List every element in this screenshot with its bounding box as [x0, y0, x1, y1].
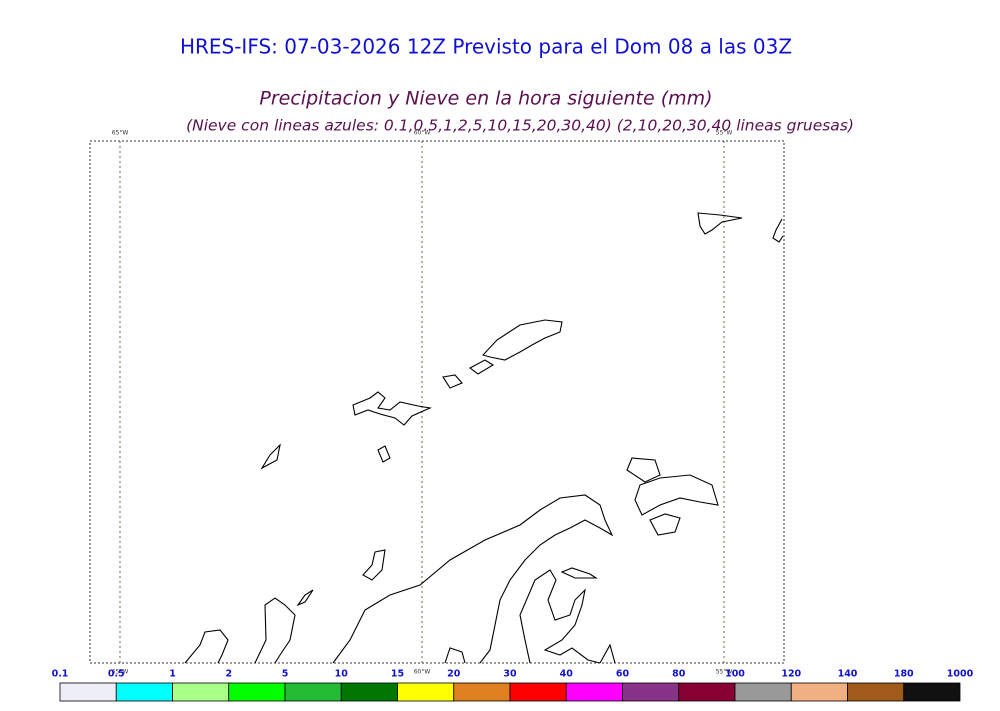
colorbar: 0.1 0.5 1 2 5 10 15 20 30 40 60 80 100 120 140 180 1000 [52, 669, 974, 702]
color-swatch [903, 682, 961, 702]
coastlines [184, 212, 784, 664]
colorbar-label: 1000 [947, 669, 974, 680]
meridian-label: 65°W [112, 669, 129, 676]
subtitle: Precipitacion y Nieve en la hora siguien… [259, 88, 712, 110]
meridian-label: 65°W [112, 130, 129, 137]
meridian-label: 55°W [716, 130, 733, 137]
color-swatch [59, 682, 117, 702]
note: (Nieve con lineas azules: 0.1,0.5,1,2,5,… [186, 117, 854, 135]
colorbar-label: 2 [225, 669, 232, 680]
colorbar-label: 100 [725, 669, 745, 680]
map-frame [89, 140, 785, 664]
colorbar-label: 80 [672, 669, 686, 680]
title: HRES-IFS: 07-03-2026 12Z Previsto para e… [180, 35, 792, 59]
color-swatch [847, 682, 905, 702]
colorbar-label: 5 [282, 669, 289, 680]
colorbar-label: 0.5 [108, 669, 125, 680]
meridian-label: 60°W [414, 669, 431, 676]
color-swatch [509, 682, 567, 702]
color-swatch [397, 682, 455, 702]
colorbar-label: 30 [503, 669, 517, 680]
colorbar-label: 140 [838, 669, 858, 680]
colorbar-label: 10 [335, 669, 349, 680]
color-swatch [622, 682, 680, 702]
color-swatch [172, 682, 230, 702]
colorbar-label: 40 [560, 669, 574, 680]
color-swatch [734, 682, 792, 702]
color-swatch [565, 682, 623, 702]
colorbar-label: 15 [391, 669, 404, 680]
meridian-label: 55°W [716, 669, 733, 676]
color-swatch [340, 682, 398, 702]
meridian-label: 60°W [414, 130, 431, 137]
color-swatch [678, 682, 736, 702]
color-swatch [790, 682, 848, 702]
colorbar-label: 120 [781, 669, 801, 680]
colorbar-label: 180 [894, 669, 914, 680]
map: 65°W 60°W 55°W 65°W 60°W 55°W [89, 130, 785, 676]
colorbar-label: 1 [169, 669, 176, 680]
color-swatch [115, 682, 173, 702]
color-swatch [228, 682, 286, 702]
color-swatch [284, 682, 342, 702]
color-swatch [453, 682, 511, 702]
colorbar-label: 60 [616, 669, 630, 680]
colorbar-label: 20 [447, 669, 461, 680]
colorbar-label: 0.1 [52, 669, 69, 680]
